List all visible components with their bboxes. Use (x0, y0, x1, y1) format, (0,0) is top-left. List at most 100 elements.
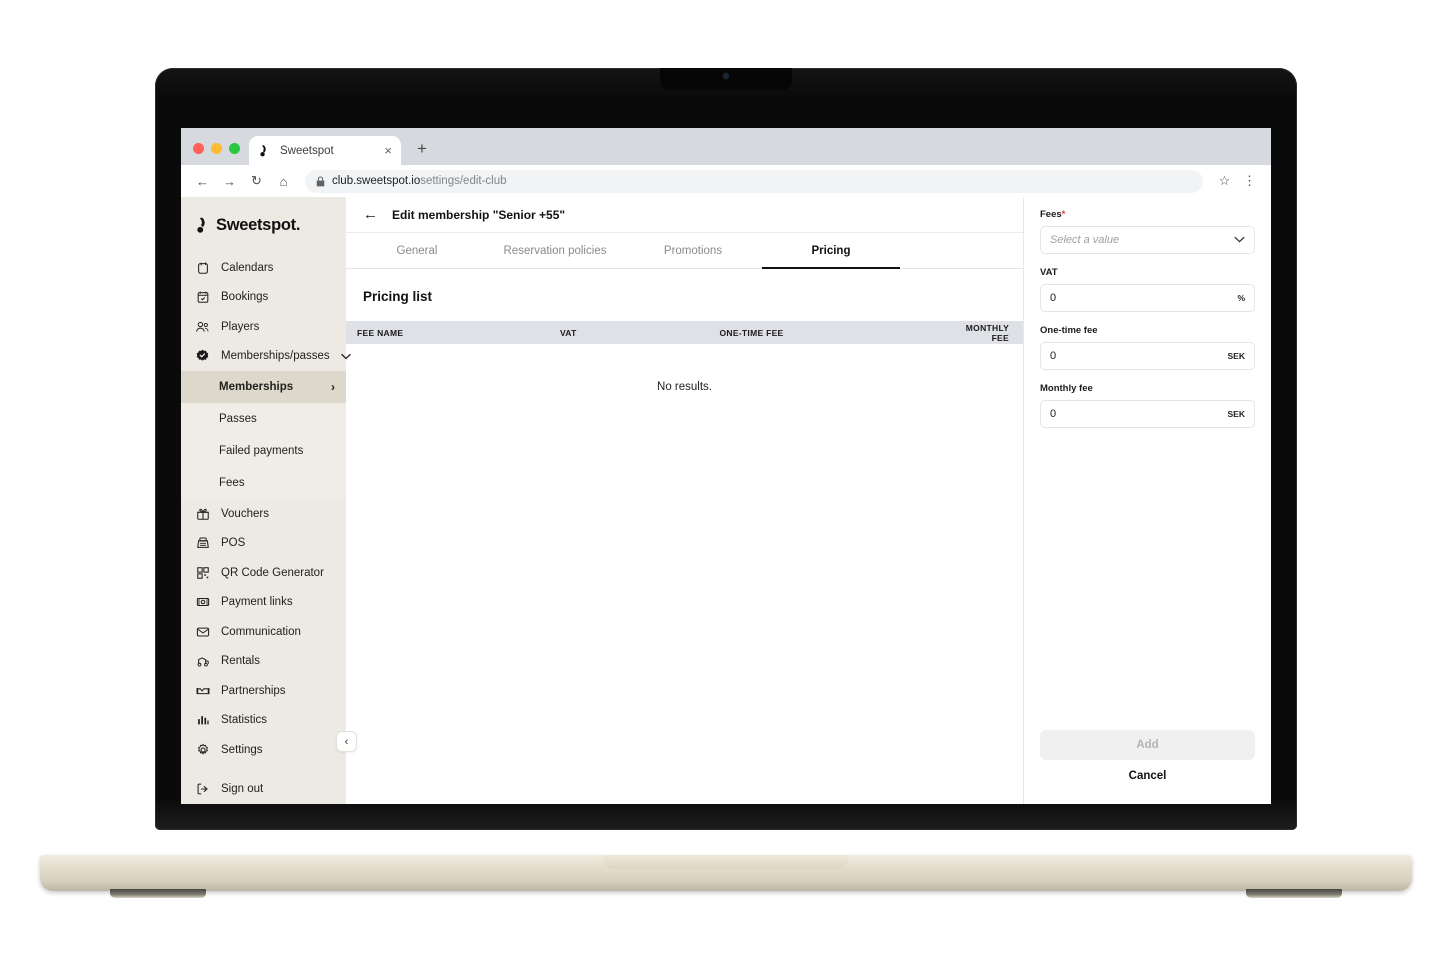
sidebar-item-label: Communication (221, 625, 301, 638)
fees-select[interactable]: Select a value (1040, 226, 1255, 254)
field-label-vat: VAT (1040, 267, 1058, 278)
section-title: Pricing list (363, 289, 433, 304)
sidebar-item-vouchers[interactable]: Vouchers (181, 499, 346, 529)
sidebar-item-label: Rentals (221, 655, 260, 668)
table-header-row: FEE NAME VAT ONE-TIME FEE MONTHLY FEE (346, 321, 1023, 344)
sidebar-collapse-button[interactable]: ‹ (336, 731, 357, 752)
close-window-button[interactable] (193, 143, 204, 154)
add-button[interactable]: Add (1040, 730, 1255, 760)
calendar-icon (195, 260, 210, 275)
chevron-down-icon[interactable] (1234, 235, 1245, 246)
rentals-icon (195, 654, 210, 669)
sidebar-item-label: Bookings (221, 291, 269, 304)
column-header-fee-name: FEE NAME (357, 327, 404, 338)
reload-icon[interactable]: ↻ (251, 173, 262, 188)
sidebar-item-label: Partnerships (221, 684, 286, 697)
sidebar-item-payment-links[interactable]: Payment links (181, 587, 346, 617)
one-time-fee-input[interactable]: 0 SEK (1040, 342, 1255, 370)
sidebar-item-label: Vouchers (221, 507, 269, 520)
sidebar-item-pos[interactable]: POS (181, 528, 346, 558)
column-header-one-time-fee: ONE-TIME FEE (719, 327, 784, 338)
minimize-window-button[interactable] (211, 143, 222, 154)
tab-reservation-policies[interactable]: Reservation policies (503, 244, 607, 257)
back-icon[interactable]: ← (196, 173, 209, 189)
payment-link-icon (195, 595, 210, 610)
field-group-vat: VAT 0 % (1040, 267, 1255, 312)
cancel-button[interactable]: Cancel (1128, 770, 1167, 782)
sidebar-item-partnerships[interactable]: Partnerships (181, 676, 346, 706)
sidebar-item-label: Sign out (221, 783, 264, 796)
bookmark-star-icon[interactable]: ☆ (1218, 173, 1231, 188)
laptop-foot-right (1246, 889, 1342, 898)
sidebar-item-label: POS (221, 537, 246, 550)
empty-state-message: No results. (657, 380, 712, 393)
url-path: settings/edit-club (420, 175, 507, 187)
sidebar-item-communication[interactable]: Communication (181, 617, 346, 647)
forward-icon[interactable]: → (223, 173, 236, 189)
browser-tab-title: Sweetspot (280, 144, 334, 157)
browser-tab[interactable]: Sweetspot × (249, 136, 401, 165)
sidebar-item-label: Statistics (221, 714, 268, 727)
camera-icon (723, 73, 729, 79)
sidebar-item-memberships-passes[interactable]: Memberships/passes (181, 341, 351, 371)
field-label-text: Fees (1040, 209, 1062, 220)
overflow-menu-icon[interactable]: ⋮ (1243, 173, 1256, 188)
new-tab-button[interactable]: + (417, 139, 427, 158)
close-icon[interactable]: × (384, 143, 392, 158)
laptop-foot-left (110, 889, 206, 898)
sidebar-item-settings[interactable]: Settings (181, 735, 346, 765)
sidebar-item-passes[interactable]: Passes (181, 403, 346, 435)
monthly-fee-input[interactable]: 0 SEK (1040, 400, 1255, 428)
sidebar-item-statistics[interactable]: Statistics (181, 706, 346, 736)
page-title: Edit membership "Senior +55" (392, 207, 566, 222)
currency-suffix: SEK (1227, 351, 1245, 361)
page-header: ← Edit membership "Senior +55" (346, 197, 1023, 233)
tab-general[interactable]: General (396, 244, 438, 257)
field-label-fees: Fees* (1040, 209, 1255, 220)
sidebar-item-players[interactable]: Players (181, 312, 346, 342)
sidebar-item-rentals[interactable]: Rentals (181, 646, 346, 676)
vat-input-value: 0 (1050, 292, 1057, 304)
sidebar-item-qr-code-generator[interactable]: QR Code Generator (181, 558, 346, 588)
sidebar-item-fees[interactable]: Fees (181, 467, 346, 499)
brand-logo[interactable]: Sweetspot. (181, 197, 346, 253)
sidebar-item-sign-out[interactable]: Sign out (181, 775, 346, 804)
maximize-window-button[interactable] (229, 143, 240, 154)
tab-pricing[interactable]: Pricing (762, 233, 900, 269)
home-icon[interactable]: ⌂ (279, 173, 288, 189)
sweetspot-logo-icon (197, 218, 205, 234)
field-group-fees: Fees* Select a value (1040, 209, 1255, 254)
url-host: club.sweetspot.io (332, 175, 421, 187)
sidebar-item-failed-payments[interactable]: Failed payments (181, 435, 346, 467)
sidebar-item-bookings[interactable]: Bookings (181, 282, 346, 312)
field-label-one-time-fee: One-time fee (1040, 325, 1098, 336)
screen-notch (660, 68, 792, 90)
app-root: Sweetspot. Calendars Bookings (181, 197, 1271, 804)
sidebar-item-label: Calendars (221, 261, 274, 274)
statistics-icon (195, 713, 210, 728)
sidebar-item-calendars[interactable]: Calendars (181, 253, 346, 283)
submenu-item-label: Fees (219, 476, 245, 489)
field-group-one-time-fee: One-time fee 0 SEK (1040, 325, 1255, 370)
submenu-item-label: Failed payments (219, 444, 304, 457)
membership-badge-icon (195, 349, 210, 364)
form-actions: Add Cancel (1040, 730, 1255, 804)
tab-promotions[interactable]: Promotions (663, 244, 723, 257)
main-area: ← Edit membership "Senior +55" General R… (346, 197, 1271, 804)
chevron-right-icon: › (331, 379, 335, 394)
brand-name: Sweetspot. (216, 216, 301, 235)
tab-strip: General Reservation policies Promotions … (346, 233, 1023, 269)
chevron-down-icon[interactable] (340, 353, 351, 360)
envelope-icon (195, 624, 210, 639)
vat-input[interactable]: 0 % (1040, 284, 1255, 312)
column-header-vat: VAT (559, 327, 577, 338)
sidebar-item-label: Memberships/passes (221, 350, 330, 363)
sidebar-item-memberships[interactable]: Memberships › (181, 370, 346, 403)
qr-code-icon (195, 565, 210, 580)
browser-window: Sweetspot × + ← → ↻ ⌂ club.sweetspot.ios… (181, 128, 1271, 804)
address-bar[interactable]: club.sweetspot.iosettings/edit-club (305, 169, 1203, 193)
back-arrow-button[interactable]: ← (363, 206, 378, 223)
pricing-table: FEE NAME VAT ONE-TIME FEE MONTHLY FEE No… (346, 321, 1023, 429)
required-marker: * (1061, 209, 1066, 220)
lock-icon (316, 175, 325, 186)
